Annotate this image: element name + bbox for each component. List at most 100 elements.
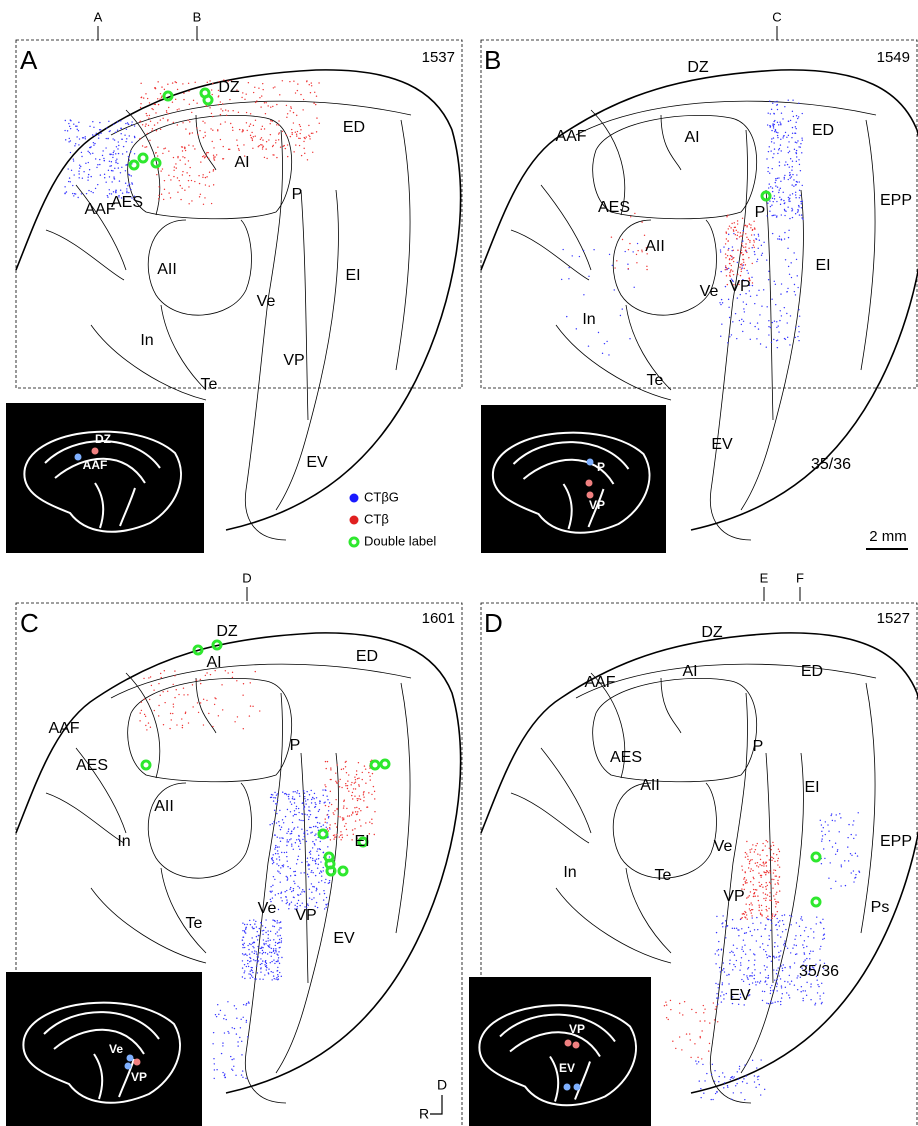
label-dot bbox=[335, 799, 336, 800]
label-dot bbox=[794, 939, 795, 940]
label-dot bbox=[753, 978, 754, 979]
label-dot bbox=[196, 680, 197, 681]
label-dot bbox=[824, 934, 825, 935]
label-dot bbox=[716, 993, 717, 994]
label-dot bbox=[232, 130, 233, 131]
label-dot bbox=[718, 1081, 719, 1082]
label-dot bbox=[262, 934, 263, 935]
label-dot bbox=[299, 905, 300, 906]
label-dot bbox=[800, 991, 801, 992]
label-dot bbox=[598, 332, 599, 333]
label-dot bbox=[113, 150, 114, 151]
label-dot bbox=[218, 96, 219, 97]
label-dot bbox=[182, 146, 183, 147]
label-dot bbox=[305, 800, 306, 801]
label-dot bbox=[272, 863, 273, 864]
label-dot bbox=[727, 255, 728, 256]
label-dot bbox=[802, 1000, 803, 1001]
label-dot bbox=[704, 1008, 705, 1009]
label-dot bbox=[790, 952, 791, 953]
label-dot bbox=[143, 97, 144, 98]
label-dot bbox=[149, 699, 150, 700]
label-dot bbox=[776, 986, 777, 987]
label-dot bbox=[310, 814, 311, 815]
label-dot bbox=[753, 240, 754, 241]
label-dot bbox=[78, 130, 79, 131]
label-dot bbox=[316, 851, 317, 852]
label-dot bbox=[723, 998, 724, 999]
label-dot bbox=[342, 837, 343, 838]
label-dot bbox=[758, 910, 759, 911]
label-dot bbox=[798, 210, 799, 211]
label-dot bbox=[748, 867, 749, 868]
label-dot bbox=[232, 110, 233, 111]
label-dot bbox=[287, 860, 288, 861]
label-dot bbox=[757, 929, 758, 930]
label-dot bbox=[251, 137, 252, 138]
label-dot bbox=[608, 354, 609, 355]
label-dot bbox=[773, 956, 774, 957]
label-dot bbox=[254, 953, 255, 954]
label-dot bbox=[775, 883, 776, 884]
label-dot bbox=[851, 834, 852, 835]
label-dot bbox=[131, 182, 132, 183]
label-dot bbox=[273, 876, 274, 877]
label-dot bbox=[262, 950, 263, 951]
label-dot bbox=[242, 1070, 243, 1071]
label-dot bbox=[768, 187, 769, 188]
label-dot bbox=[319, 848, 320, 849]
label-dot bbox=[738, 935, 739, 936]
label-dot bbox=[109, 161, 110, 162]
label-dot bbox=[300, 893, 301, 894]
label-dot bbox=[363, 797, 364, 798]
label-dot bbox=[740, 275, 741, 276]
label-dot bbox=[188, 120, 189, 121]
label-dot bbox=[783, 924, 784, 925]
label-dot bbox=[246, 1021, 247, 1022]
label-dot bbox=[354, 776, 355, 777]
label-dot bbox=[813, 937, 814, 938]
label-dot bbox=[670, 1009, 671, 1010]
label-dot bbox=[368, 772, 369, 773]
label-dot bbox=[282, 80, 283, 81]
label-dot bbox=[276, 858, 277, 859]
label-dot bbox=[345, 766, 346, 767]
label-dot bbox=[701, 1058, 702, 1059]
label-dot bbox=[78, 173, 79, 174]
label-dot bbox=[756, 261, 757, 262]
label-dot bbox=[257, 972, 258, 973]
orientation-label: D bbox=[437, 1077, 447, 1093]
label-dot bbox=[691, 1009, 692, 1010]
label-dot bbox=[752, 282, 753, 283]
label-dot bbox=[776, 854, 777, 855]
label-dot bbox=[778, 902, 779, 903]
label-dot bbox=[296, 839, 297, 840]
label-dot bbox=[177, 156, 178, 157]
label-dot bbox=[782, 931, 783, 932]
label-dot bbox=[280, 927, 281, 928]
label-dot bbox=[262, 953, 263, 954]
label-dot bbox=[316, 902, 317, 903]
label-dot bbox=[806, 982, 807, 983]
label-dot bbox=[158, 715, 159, 716]
label-dot bbox=[308, 876, 309, 877]
label-dot bbox=[294, 875, 295, 876]
label-dot bbox=[776, 340, 777, 341]
label-dot bbox=[330, 791, 331, 792]
label-dot bbox=[251, 132, 252, 133]
label-dot bbox=[726, 993, 727, 994]
label-dot bbox=[139, 121, 140, 122]
label-dot bbox=[793, 944, 794, 945]
label-dot bbox=[323, 852, 324, 853]
label-dot bbox=[275, 950, 276, 951]
region-label: P bbox=[290, 737, 301, 754]
label-dot bbox=[745, 917, 746, 918]
label-dot bbox=[770, 849, 771, 850]
label-dot bbox=[771, 985, 772, 986]
label-dot bbox=[355, 811, 356, 812]
label-dot bbox=[237, 1045, 238, 1046]
label-dot bbox=[299, 145, 300, 146]
label-dot bbox=[202, 156, 203, 157]
label-dot bbox=[265, 932, 266, 933]
label-dot bbox=[757, 981, 758, 982]
